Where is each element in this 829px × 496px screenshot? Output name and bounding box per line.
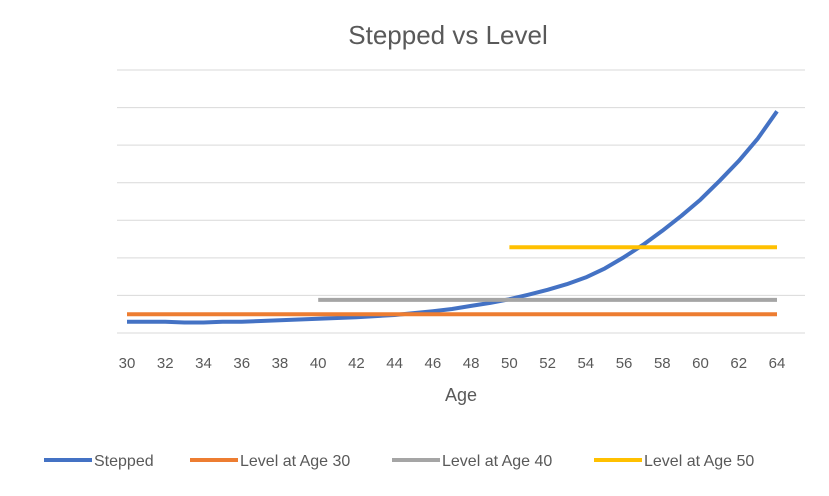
x-tick-label: 36 (233, 355, 250, 372)
x-tick-label: 44 (386, 355, 403, 372)
x-tick-label: 30 (119, 355, 136, 372)
x-axis-ticks: 30 32 34 36 38 40 42 44 46 48 50 52 54 56 58 60 62 64 (119, 355, 786, 372)
x-tick-label: 64 (769, 355, 786, 372)
x-axis-label: Age (445, 385, 477, 405)
x-tick-label: 32 (157, 355, 174, 372)
x-tick-label: 56 (616, 355, 633, 372)
x-tick-label: 38 (272, 355, 289, 372)
chart-title: Stepped vs Level (348, 20, 547, 50)
legend: Stepped Level at Age 30 Level at Age 40 Lev… (44, 453, 754, 470)
legend-label: Level at Age 40 (442, 453, 552, 470)
x-tick-label: 48 (463, 355, 480, 372)
x-tick-label: 54 (577, 355, 594, 372)
series-lines (127, 110, 779, 325)
legend-label: Level at Age 30 (240, 453, 350, 470)
legend-item-level-at-age-40: Level at Age 40 (392, 453, 552, 470)
x-tick-label: 52 (539, 355, 556, 372)
x-tick-label: 42 (348, 355, 365, 372)
x-tick-label: 62 (730, 355, 747, 372)
x-tick-label: 40 (310, 355, 327, 372)
x-tick-label: 58 (654, 355, 671, 372)
gridlines (117, 69, 805, 334)
x-tick-label: 60 (692, 355, 709, 372)
series-line-stepped (127, 110, 779, 325)
x-tick-label: 50 (501, 355, 518, 372)
legend-label: Level at Age 50 (644, 453, 754, 470)
legend-item-level-at-age-30: Level at Age 30 (190, 453, 350, 470)
x-tick-label: 34 (195, 355, 212, 372)
legend-item-stepped: Stepped (44, 453, 154, 470)
x-tick-label: 46 (425, 355, 442, 372)
legend-label: Stepped (94, 453, 154, 470)
legend-item-level-at-age-50: Level at Age 50 (594, 453, 754, 470)
